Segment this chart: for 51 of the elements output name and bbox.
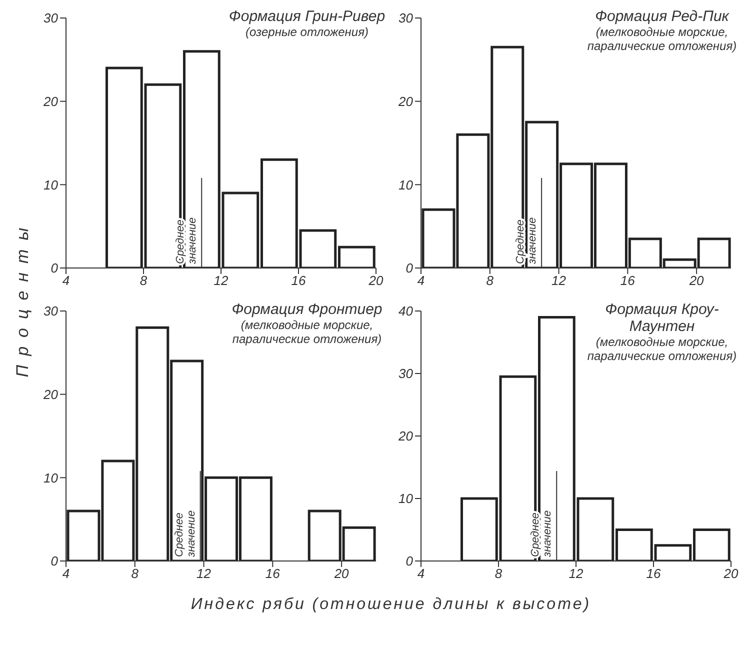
- x-tick-label: 4: [417, 273, 425, 288]
- y-tick-label: 0: [406, 554, 414, 569]
- x-tick-label: 4: [62, 566, 70, 582]
- x-tick-label: 16: [265, 566, 281, 582]
- y-tick-label: 20: [398, 428, 414, 444]
- y-tick-label: 10: [398, 177, 414, 192]
- ref-line-label: Среднее значение: [174, 217, 199, 265]
- text: (озерные отложения): [244, 25, 370, 39]
- x-tick-label: 16: [646, 566, 662, 582]
- y-tick-label: 10: [44, 177, 59, 192]
- y-tick-label: 30: [44, 10, 59, 26]
- y-tick-label: 0: [406, 260, 414, 276]
- y-tick-label: 10: [44, 470, 59, 486]
- text: (мелководные морские, паралические отложения): [231, 318, 383, 346]
- chart-title: Формация Фронтиер: [230, 301, 384, 318]
- x-tick-label: 20: [368, 273, 384, 288]
- y-tick-label: 30: [398, 10, 414, 26]
- x-tick-label: 20: [722, 566, 739, 582]
- x-tick-label: 4: [417, 566, 425, 582]
- y-tick-label: 10: [398, 491, 414, 506]
- x-tick-label: 4: [62, 273, 70, 288]
- x-tick-label: 16: [291, 273, 306, 288]
- x-tick-label: 12: [568, 566, 584, 582]
- chart-title: Формация Кроу-Маунтен: [604, 301, 720, 335]
- x-tick-label: 16: [620, 273, 636, 288]
- y-tick-label: 20: [42, 386, 59, 402]
- y-tick-label: 40: [398, 304, 414, 319]
- text: (мелководные морские, паралические отложения): [586, 335, 738, 363]
- y-axis-title: Проценты: [13, 218, 33, 380]
- ref-line-label: Среднее значение: [514, 217, 539, 265]
- y-tick-label: 20: [398, 94, 414, 109]
- x-tick-label: 20: [688, 273, 705, 288]
- x-tick-label: 12: [196, 566, 212, 582]
- x-tick-label: 12: [552, 273, 567, 288]
- y-tick-label: 30: [44, 304, 59, 319]
- y-tick-label: 0: [50, 260, 59, 276]
- x-tick-label: 12: [214, 273, 229, 288]
- y-tick-label: 30: [398, 366, 414, 382]
- x-tick-label: 8: [140, 273, 148, 288]
- ref-line-label: Среднее значение: [530, 510, 554, 558]
- text: (мелководные морские, паралические отложения): [586, 25, 738, 53]
- x-axis-title: Индекс ряби (отношение длины к высоте): [190, 596, 592, 614]
- chart-title: Формация Грин-Ривер: [228, 8, 386, 25]
- x-tick-label: 8: [486, 273, 494, 288]
- x-tick-label: 8: [131, 566, 140, 582]
- chart-title: Формация Ред-Пик: [594, 8, 730, 25]
- ref-line-label: Среднее значение: [173, 510, 198, 558]
- x-tick-label: 8: [494, 566, 503, 582]
- y-tick-label: 0: [50, 554, 59, 569]
- y-tick-label: 20: [42, 94, 59, 109]
- x-tick-label: 20: [333, 566, 350, 582]
